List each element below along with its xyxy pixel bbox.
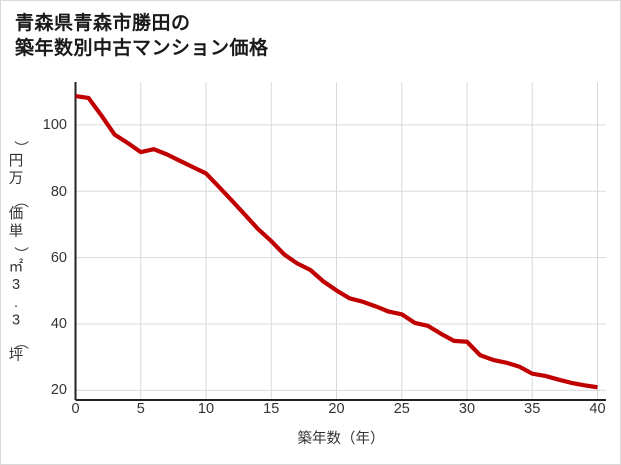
svg-text:35: 35 (524, 401, 540, 417)
svg-text:）: ） (12, 140, 29, 155)
svg-text:25: 25 (394, 401, 410, 417)
svg-text:（: （ (12, 335, 29, 350)
svg-text:価: 価 (9, 206, 24, 223)
svg-text:円: 円 (9, 153, 24, 169)
svg-text:）: ） (12, 247, 29, 261)
svg-text:30: 30 (459, 401, 475, 417)
svg-text:20: 20 (328, 401, 344, 417)
svg-text:3: 3 (12, 313, 20, 329)
svg-text:万: 万 (9, 171, 24, 187)
svg-text:（: （ (12, 194, 29, 209)
svg-text:0: 0 (71, 401, 79, 417)
svg-text:40: 40 (589, 401, 605, 417)
svg-text:.: . (14, 295, 18, 311)
svg-text:築年数（年）: 築年数（年） (298, 429, 385, 447)
svg-text:40: 40 (51, 316, 67, 332)
svg-text:100: 100 (43, 117, 67, 133)
svg-text:10: 10 (198, 401, 214, 417)
svg-text:坪: 坪 (9, 347, 24, 364)
svg-text:20: 20 (51, 382, 67, 398)
svg-text:15: 15 (263, 401, 279, 417)
svg-text:単: 単 (9, 223, 24, 240)
svg-text:3: 3 (12, 277, 20, 293)
svg-text:60: 60 (51, 250, 67, 266)
svg-text:80: 80 (51, 184, 67, 200)
svg-text:5: 5 (137, 401, 145, 417)
